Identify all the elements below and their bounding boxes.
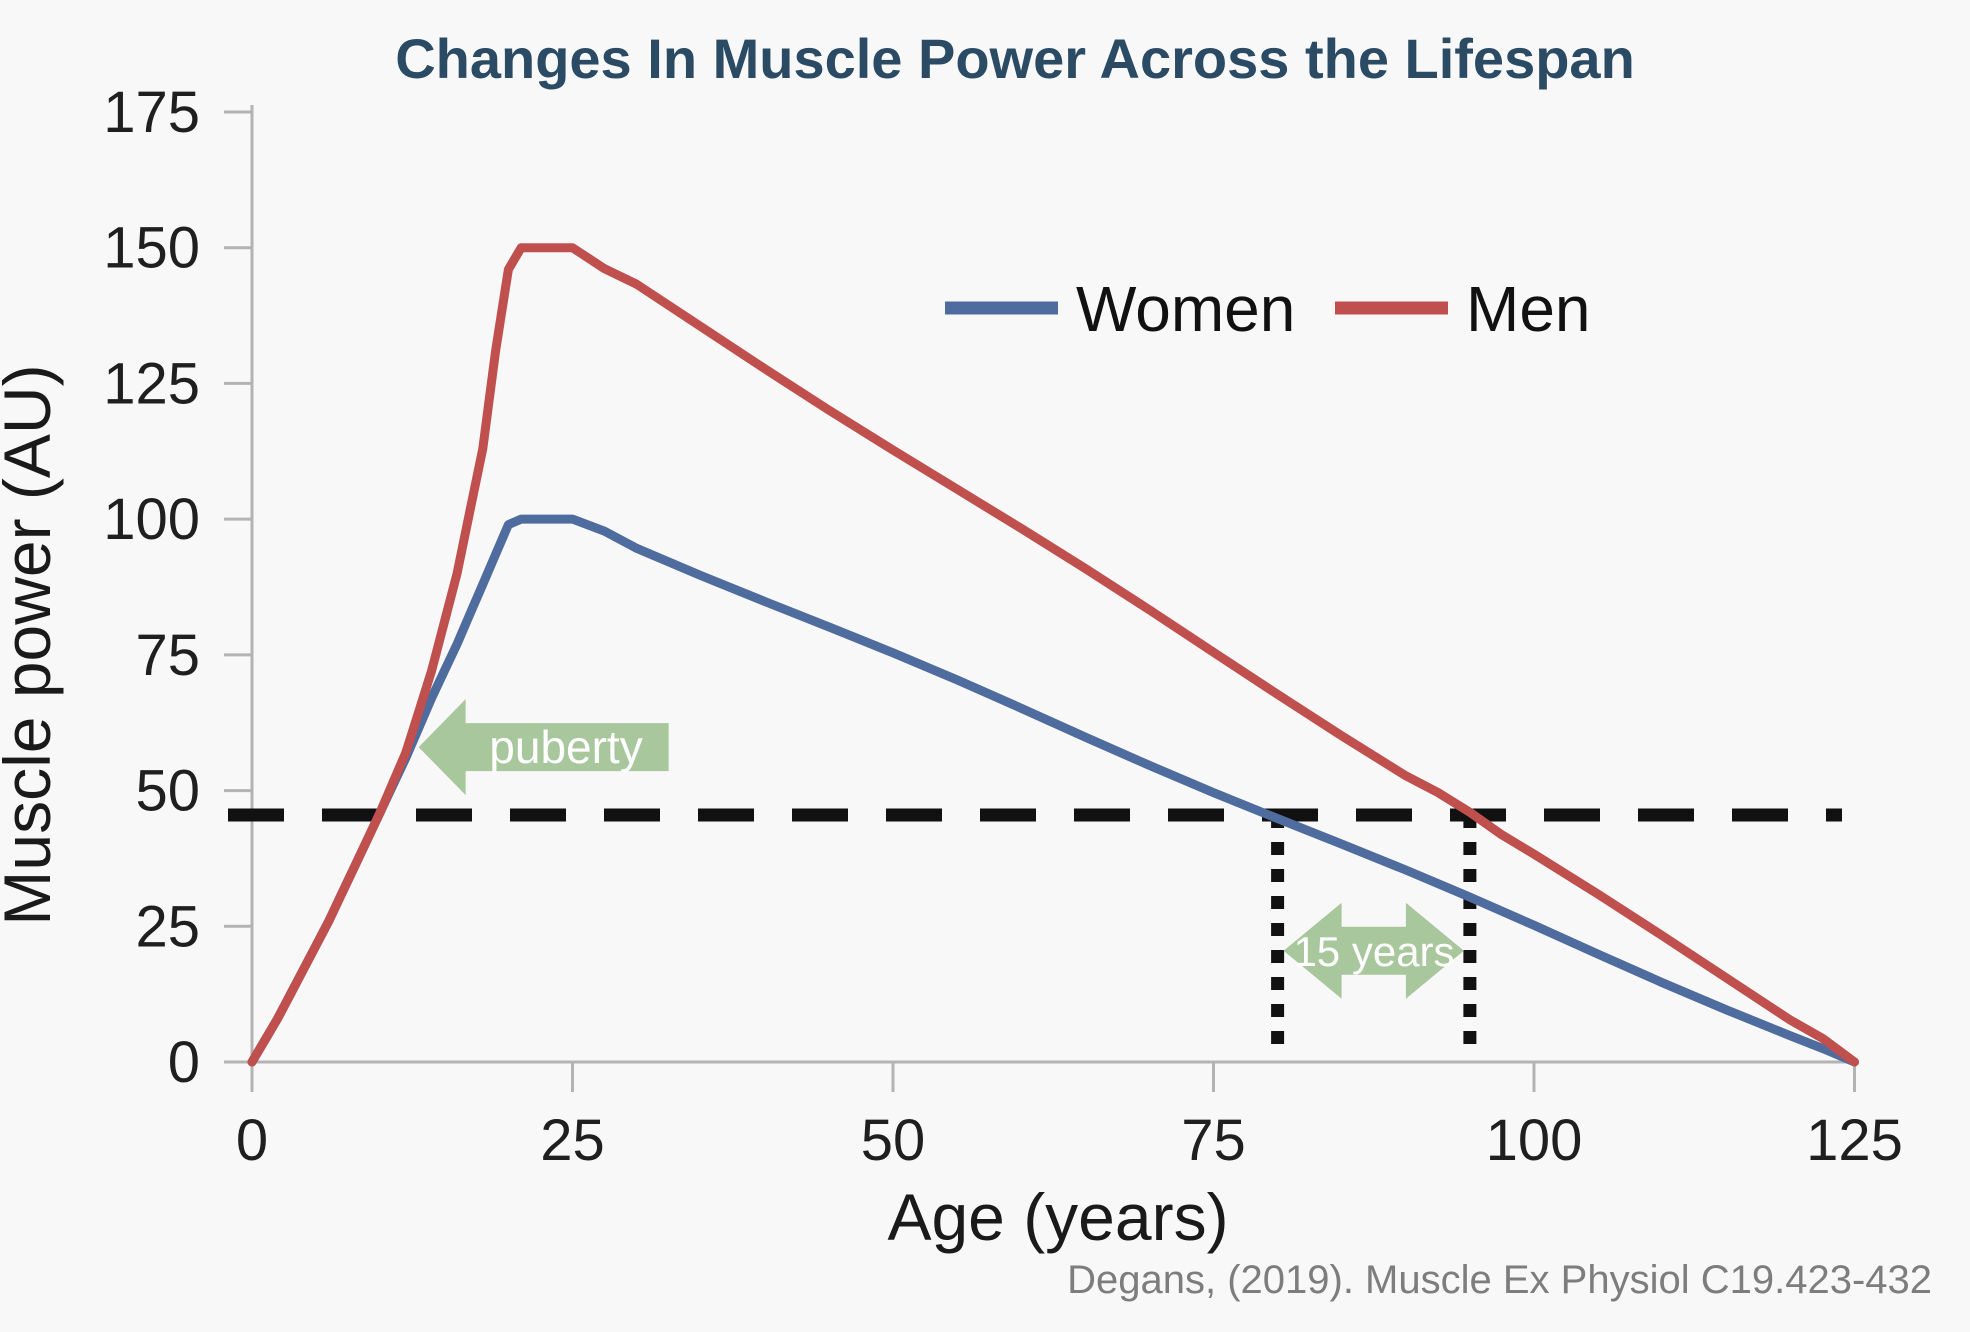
x-tick-label-0: 0 xyxy=(236,1108,268,1173)
y-tick-label-175: 175 xyxy=(103,80,200,145)
axes: 0 25 50 75 100 125 0 25 50 75 100 125 150 175 xyxy=(103,80,1903,1173)
annotation-shapes xyxy=(228,699,1842,1058)
data-series xyxy=(247,243,1859,1067)
y-tick-label-50: 50 xyxy=(135,759,200,824)
puberty-arrow-shape xyxy=(418,699,669,796)
y-tick-label-100: 100 xyxy=(103,487,200,552)
y-tick-label-150: 150 xyxy=(103,216,200,281)
legend-men-label: Men xyxy=(1466,273,1591,345)
y-axis-title: Muscle power (AU) xyxy=(0,364,64,925)
x-tick-label-50: 50 xyxy=(861,1108,926,1173)
x-axis-title: Age (years) xyxy=(887,1180,1228,1254)
y-tick-label-25: 25 xyxy=(135,894,200,959)
legend-women-label: Women xyxy=(1076,273,1295,345)
x-tick-label-25: 25 xyxy=(540,1108,605,1173)
x-tick-label-100: 100 xyxy=(1486,1108,1583,1173)
x-tick-label-75: 75 xyxy=(1181,1108,1246,1173)
y-tick-label-75: 75 xyxy=(135,623,200,688)
y-tick-label-125: 125 xyxy=(103,351,200,416)
span-arrow-label: 15 years xyxy=(1293,928,1454,975)
citation: Degans, (2019). Muscle Ex Physiol C19.42… xyxy=(1067,1258,1932,1302)
y-tick-label-0: 0 xyxy=(168,1030,200,1095)
men-line xyxy=(247,243,1859,1067)
x-tick-label-125: 125 xyxy=(1806,1108,1903,1173)
puberty-arrow-label: puberty xyxy=(489,721,642,773)
chart-title: Changes In Muscle Power Across the Lifes… xyxy=(395,27,1635,90)
legend: Women Men xyxy=(945,273,1591,345)
span-arrow-shape xyxy=(1283,902,1464,999)
